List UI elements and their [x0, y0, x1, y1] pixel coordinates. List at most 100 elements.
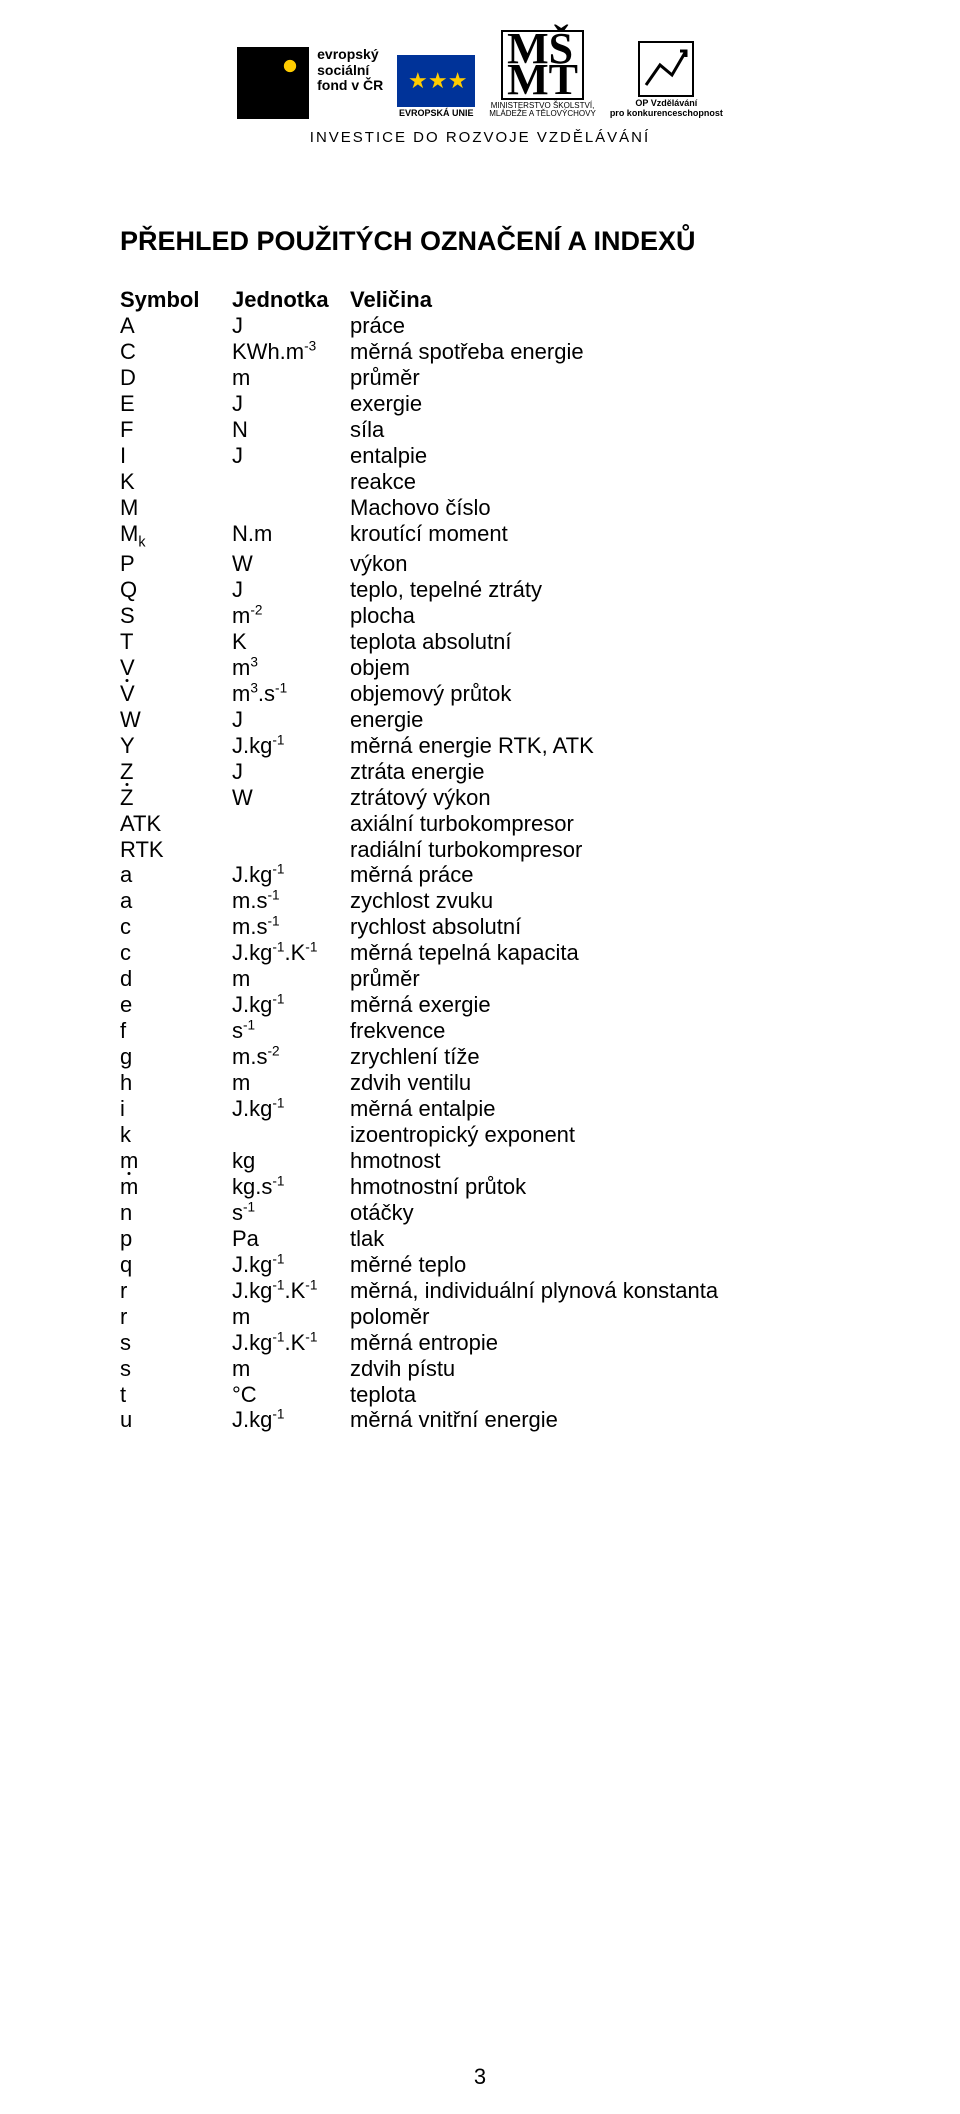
- cell-symbol: m: [120, 1174, 232, 1200]
- cell-symbol: g: [120, 1044, 232, 1070]
- cell-quantity: měrná entalpie: [350, 1096, 840, 1122]
- msmt-logo: MŠMT MINISTERSTVO ŠKOLSTVÍ, MLÁDEŽE A TĚ…: [489, 30, 596, 119]
- cell-quantity: měrné teplo: [350, 1252, 840, 1278]
- esf-text: evropský sociální fond v ČR: [317, 47, 383, 93]
- table-row: ns-1otáčky: [120, 1200, 840, 1226]
- page-title: PŘEHLED POUŽITÝCH OZNAČENÍ A INDEXŮ: [120, 226, 840, 257]
- cell-unit: s-1: [232, 1200, 350, 1226]
- cell-symbol: T: [120, 629, 232, 655]
- cell-symbol: i: [120, 1096, 232, 1122]
- cell-quantity: energie: [350, 707, 840, 733]
- op-line1: OP Vzdělávání: [635, 98, 697, 108]
- cell-symbol: D: [120, 365, 232, 391]
- cell-unit: kg: [232, 1148, 350, 1174]
- cell-unit: J: [232, 759, 350, 785]
- esf-line3: fond v ČR: [317, 78, 383, 93]
- cell-quantity: exergie: [350, 391, 840, 417]
- cell-quantity: poloměr: [350, 1304, 840, 1330]
- table-row: YJ.kg-1měrná energie RTK, ATK: [120, 733, 840, 759]
- page: evropský sociální fond v ČR ★ ★ ★ EVROPS…: [0, 0, 960, 2114]
- cell-symbol: V: [120, 681, 232, 707]
- cell-quantity: hmotnostní průtok: [350, 1174, 840, 1200]
- table-row: am.s-1zychlost zvuku: [120, 888, 840, 914]
- cell-quantity: průměr: [350, 966, 840, 992]
- cell-quantity: měrná vnitřní energie: [350, 1407, 840, 1433]
- cell-symbol: M: [120, 495, 232, 521]
- table-row: sJ.kg-1.K-1měrná entropie: [120, 1330, 840, 1356]
- table-row: MkN.mkroutící moment: [120, 521, 840, 551]
- cell-symbol: F: [120, 417, 232, 443]
- cell-unit: [232, 495, 350, 521]
- table-row: gm.s-2zrychlení tíže: [120, 1044, 840, 1070]
- table-row: ZWztrátový výkon: [120, 785, 840, 811]
- cell-symbol: E: [120, 391, 232, 417]
- cell-quantity: axiální turbokompresor: [350, 811, 840, 837]
- cell-unit: s-1: [232, 1018, 350, 1044]
- table-row: smzdvih pístu: [120, 1356, 840, 1382]
- cell-unit: m-2: [232, 603, 350, 629]
- cell-unit: J.kg-1: [232, 1407, 350, 1433]
- table-row: uJ.kg-1měrná vnitřní energie: [120, 1407, 840, 1433]
- table-row: cJ.kg-1.K-1měrná tepelná kapacita: [120, 940, 840, 966]
- cell-quantity: objemový průtok: [350, 681, 840, 707]
- cell-quantity: měrná spotřeba energie: [350, 339, 840, 365]
- table-row: dmprůměr: [120, 966, 840, 992]
- cell-unit: J: [232, 443, 350, 469]
- table-row: AJpráce: [120, 313, 840, 339]
- cell-unit: J.kg-1: [232, 1096, 350, 1122]
- table-row: Vm3.s-1objemový průtok: [120, 681, 840, 707]
- table-row: IJentalpie: [120, 443, 840, 469]
- table-row: M Machovo číslo: [120, 495, 840, 521]
- eu-caption: EVROPSKÁ UNIE: [399, 109, 474, 119]
- col-unit: Jednotka: [232, 287, 350, 313]
- esf-line1: evropský: [317, 47, 383, 62]
- cell-symbol: m: [120, 1148, 232, 1174]
- cell-quantity: zychlost zvuku: [350, 888, 840, 914]
- cell-unit: m.s-1: [232, 914, 350, 940]
- cell-unit: m.s-1: [232, 888, 350, 914]
- table-row: cm.s-1rychlost absolutní: [120, 914, 840, 940]
- cell-quantity: entalpie: [350, 443, 840, 469]
- table-row: Sm-2plocha: [120, 603, 840, 629]
- table-row: WJenergie: [120, 707, 840, 733]
- eu-flag-icon: ★ ★ ★: [397, 55, 475, 107]
- symbols-table: Symbol Jednotka Veličina AJpráceCKWh.m-3…: [120, 287, 840, 1433]
- page-number: 3: [0, 2064, 960, 2090]
- table-row: ZJztráta energie: [120, 759, 840, 785]
- cell-unit: N: [232, 417, 350, 443]
- cell-quantity: teplo, tepelné ztráty: [350, 577, 840, 603]
- cell-symbol: d: [120, 966, 232, 992]
- cell-quantity: otáčky: [350, 1200, 840, 1226]
- cell-unit: W: [232, 551, 350, 577]
- cell-symbol: W: [120, 707, 232, 733]
- table-row: ATKaxiální turbokompresor: [120, 811, 840, 837]
- cell-symbol: c: [120, 914, 232, 940]
- cell-quantity: práce: [350, 313, 840, 339]
- cell-unit: [232, 1122, 350, 1148]
- cell-quantity: hmotnost: [350, 1148, 840, 1174]
- cell-quantity: tlak: [350, 1226, 840, 1252]
- cell-symbol: Y: [120, 733, 232, 759]
- op-caption: OP Vzdělávání pro konkurenceschopnost: [610, 99, 723, 119]
- cell-quantity: zrychlení tíže: [350, 1044, 840, 1070]
- cell-unit: N.m: [232, 521, 350, 551]
- cell-unit: m: [232, 1356, 350, 1382]
- cell-symbol: f: [120, 1018, 232, 1044]
- cell-unit: Pa: [232, 1226, 350, 1252]
- cell-symbol: u: [120, 1407, 232, 1433]
- cell-unit: J: [232, 577, 350, 603]
- cell-symbol: e: [120, 992, 232, 1018]
- cell-quantity: měrná práce: [350, 862, 840, 888]
- cell-unit: K: [232, 629, 350, 655]
- cell-symbol: k: [120, 1122, 232, 1148]
- table-row: PWvýkon: [120, 551, 840, 577]
- cell-unit: W: [232, 785, 350, 811]
- table-row: pPatlak: [120, 1226, 840, 1252]
- cell-symbol: P: [120, 551, 232, 577]
- cell-symbol: RTK: [120, 837, 232, 863]
- cell-unit: J: [232, 707, 350, 733]
- cell-quantity: Machovo číslo: [350, 495, 840, 521]
- cell-symbol: q: [120, 1252, 232, 1278]
- cell-symbol: K: [120, 469, 232, 495]
- cell-symbol: Z: [120, 759, 232, 785]
